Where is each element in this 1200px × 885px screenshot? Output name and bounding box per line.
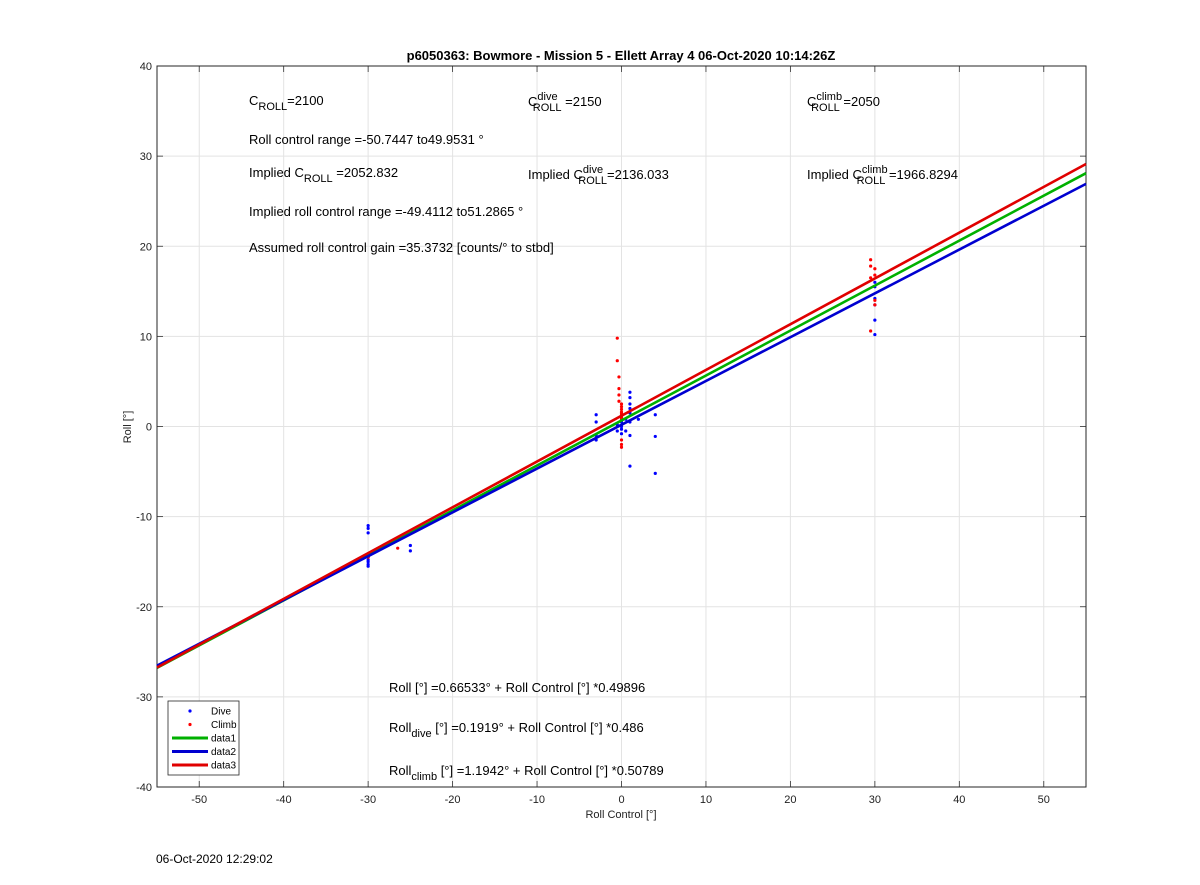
climb-point — [396, 546, 400, 550]
dive-point — [628, 396, 632, 400]
y-tick-label: -40 — [136, 782, 152, 794]
dive-point — [408, 543, 412, 548]
legend-label: Climb — [211, 720, 237, 731]
climb-point — [619, 442, 624, 447]
climb-point — [869, 276, 873, 280]
data2-line — [156, 182, 1087, 667]
dive-point — [594, 413, 598, 417]
fit-equation-dive: Rolldive [°] =0.1919° + Roll Control [°]… — [389, 720, 644, 740]
dive-point — [408, 549, 412, 553]
dive-point — [624, 429, 628, 433]
dive-point — [366, 560, 370, 564]
data3-line — [156, 162, 1087, 669]
climb-point — [869, 258, 873, 262]
y-tick-label: 40 — [140, 61, 152, 73]
dive-point — [653, 434, 657, 439]
x-axis-label: Roll Control [°] — [585, 809, 656, 821]
climb-point — [617, 387, 621, 391]
climb-point — [619, 402, 624, 406]
annotations: CROLL=2100 Cdive ROLL =2150 Cclimb ROLL =205… — [249, 91, 958, 783]
dive-point — [628, 464, 632, 468]
climb-point — [617, 375, 621, 379]
climb-point — [617, 399, 621, 403]
footer-timestamp: 06-Oct-2020 12:29:02 — [156, 852, 273, 866]
x-tick-label: 0 — [618, 794, 624, 806]
legend-label: data1 — [211, 734, 236, 745]
dive-point — [636, 417, 640, 421]
dive-point — [619, 432, 624, 436]
climb-point — [615, 359, 619, 363]
legend: Dive Climb data1 data2 data3 — [167, 700, 240, 776]
dive-point — [873, 332, 877, 337]
dive-point — [653, 413, 657, 417]
dive-point — [366, 564, 370, 568]
implied-c-roll-dive: Implied Cdive ROLL=2136.033 — [528, 164, 669, 187]
c-roll-label: CROLL=2100 — [249, 93, 324, 113]
y-tick-label: 10 — [140, 331, 152, 343]
legend-label: data3 — [211, 761, 236, 772]
climb-point — [619, 438, 624, 442]
plot-frame — [156, 65, 1087, 788]
climb-point — [869, 264, 873, 268]
dive-point — [619, 427, 624, 431]
roll-control-gain: Assumed roll control gain =35.3732 [coun… — [249, 240, 554, 255]
climb-point — [619, 405, 624, 409]
legend-marker — [188, 722, 192, 727]
climb-point — [619, 407, 624, 411]
dive-point — [628, 402, 632, 406]
dive-point — [628, 433, 632, 438]
y-tick-label: 0 — [146, 422, 152, 434]
c-roll-dive-label: Cdive ROLL =2150 — [528, 91, 602, 114]
climb-point — [617, 393, 621, 397]
x-tick-label: -20 — [445, 794, 461, 806]
c-roll-climb-label: Cclimb ROLL =2050 — [807, 91, 880, 114]
fit-equation-all: Roll [°] =0.66533° + Roll Control [°] *0… — [389, 680, 645, 695]
x-tick-label: -50 — [191, 794, 207, 806]
fit-lines — [156, 162, 1087, 669]
x-tick-label: 50 — [1038, 794, 1050, 806]
climb-point — [615, 336, 619, 340]
axes: -50 -40 -30 -20 -10 0 10 20 30 40 50 -40 -30 -20 -10 0 1… — [136, 61, 1087, 806]
dive-point — [615, 429, 619, 433]
dive-point — [594, 420, 598, 424]
y-axis-label: Roll [°] — [122, 411, 134, 444]
x-tick-label: 10 — [700, 794, 712, 806]
y-tick-label: -10 — [136, 512, 152, 524]
chart-title: p6050363: Bowmore - Mission 5 - Ellett A… — [407, 48, 836, 63]
x-tick-label: 40 — [953, 794, 965, 806]
legend-marker — [188, 709, 192, 713]
dive-point — [366, 531, 370, 535]
y-tick-label: -30 — [136, 692, 152, 704]
implied-c-roll: Implied CROLL =2052.832 — [249, 165, 398, 185]
dive-point — [653, 471, 657, 475]
legend-label: data2 — [211, 747, 236, 758]
climb-point — [869, 329, 873, 333]
climb-point — [873, 303, 877, 307]
roll-control-range: Roll control range =-50.7447 to49.9531 ° — [249, 132, 484, 147]
climb-point — [873, 273, 877, 277]
climb-point — [619, 445, 624, 449]
implied-roll-control-range: Implied roll control range =-49.4112 to5… — [249, 204, 523, 219]
dive-point — [366, 524, 370, 528]
x-tick-label: 30 — [869, 794, 881, 806]
implied-c-roll-climb: Implied Cclimb ROLL =1966.8294 — [807, 164, 958, 187]
x-tick-label: -40 — [276, 794, 292, 806]
y-tick-label: 30 — [140, 151, 152, 163]
dive-point — [873, 280, 877, 284]
fit-equation-climb: Rollclimb [°] =1.1942° + Roll Control [°… — [389, 763, 664, 783]
x-tick-label: -10 — [529, 794, 545, 806]
dive-point — [628, 390, 632, 394]
climb-point — [873, 267, 877, 271]
dive-point — [873, 318, 877, 322]
y-tick-label: 20 — [140, 241, 152, 253]
x-tick-label: -30 — [360, 794, 376, 806]
dive-point — [366, 526, 370, 530]
climb-point — [873, 298, 877, 302]
y-tick-label: -20 — [136, 602, 152, 614]
legend-label: Dive — [211, 707, 231, 718]
x-tick-label: 20 — [784, 794, 796, 806]
